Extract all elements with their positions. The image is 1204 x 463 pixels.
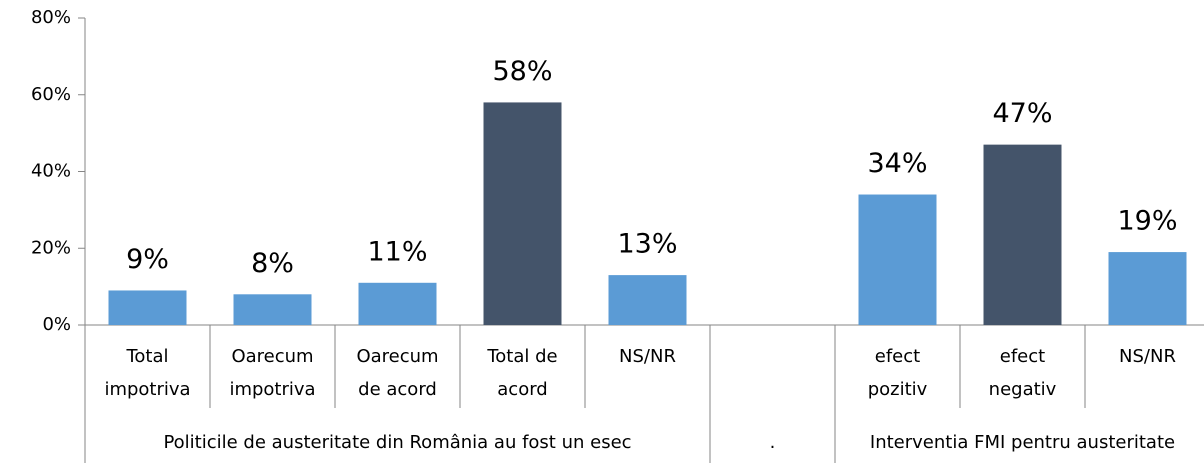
- value-label: 9%: [126, 244, 169, 275]
- bar: [233, 294, 312, 325]
- value-label: 47%: [992, 98, 1052, 129]
- x-tick-label: efect pozitiv: [867, 346, 928, 400]
- x-tick-label: Oarecum impotriva: [229, 346, 316, 400]
- group-label: Interventia FMI pentru austeritate: [869, 432, 1176, 453]
- bar: [358, 282, 437, 325]
- y-tick-label: 40%: [31, 161, 71, 182]
- bar: [983, 144, 1062, 325]
- value-label: 8%: [251, 248, 294, 279]
- value-label: 58%: [492, 56, 552, 87]
- x-tick-label: Total de acord: [487, 346, 558, 400]
- bar: [1108, 252, 1187, 325]
- bar: [858, 194, 937, 325]
- y-tick-label: 0%: [42, 314, 71, 335]
- y-tick-label: 80%: [31, 7, 71, 28]
- value-label: 34%: [867, 148, 927, 179]
- y-tick-label: 20%: [31, 237, 71, 258]
- value-label: 13%: [617, 229, 677, 260]
- x-tick-label: Total impotriva: [104, 346, 191, 400]
- x-tick-label: Oarecum de acord: [356, 346, 439, 400]
- group-label: Politicile de austeritate din România au…: [163, 432, 632, 453]
- x-tick-label: NS/NR: [1119, 346, 1176, 367]
- group-label: .: [769, 432, 776, 453]
- bar: [483, 102, 562, 325]
- bar: [108, 290, 187, 325]
- x-tick-label: efect negativ: [988, 346, 1057, 400]
- value-label: 11%: [367, 236, 427, 267]
- x-tick-label: NS/NR: [619, 346, 676, 367]
- y-tick-label: 60%: [31, 84, 71, 105]
- value-label: 19%: [1117, 206, 1177, 237]
- bar: [608, 275, 687, 325]
